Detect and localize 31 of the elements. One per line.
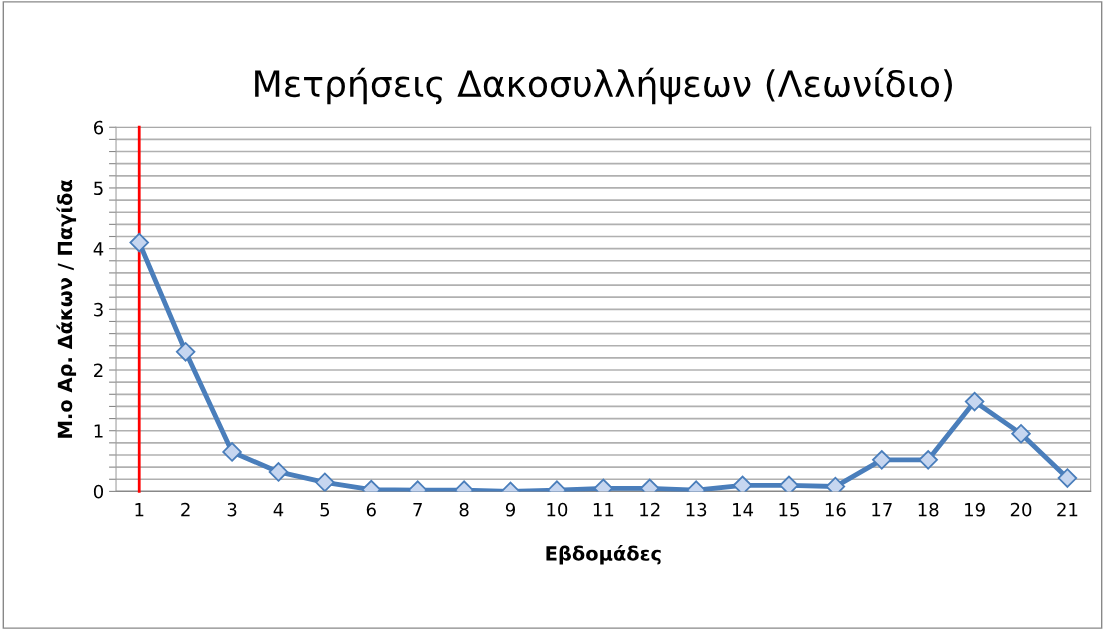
x-tick-label: 21 bbox=[1057, 502, 1078, 517]
x-tick-label: 19 bbox=[965, 502, 985, 517]
x-tick-label: 3 bbox=[227, 502, 237, 517]
x-tick-label: 16 bbox=[825, 502, 846, 517]
x-tick-label: 4 bbox=[273, 503, 284, 517]
y-tick-label: 1 bbox=[94, 424, 103, 438]
y-tick-label: 6 bbox=[93, 120, 104, 135]
x-tick-label: 18 bbox=[918, 502, 939, 517]
x-tick-label: 7 bbox=[413, 503, 422, 517]
x-tick-label: 11 bbox=[593, 503, 614, 517]
x-tick-label: 5 bbox=[320, 503, 330, 517]
x-tick-label: 1 bbox=[135, 503, 144, 517]
x-tick-label: 8 bbox=[459, 502, 469, 517]
x-tick-label: 15 bbox=[779, 503, 799, 517]
x-tick-label: 6 bbox=[366, 502, 376, 517]
y-tick-label: 2 bbox=[94, 363, 103, 377]
x-tick-label: 14 bbox=[733, 503, 754, 517]
x-tick-label: 17 bbox=[872, 503, 892, 517]
x-tick-label: 20 bbox=[1010, 502, 1032, 517]
x-tick-label: 10 bbox=[547, 502, 568, 517]
x-axis-title: Εβδομάδες bbox=[546, 544, 661, 565]
y-tick-label: 0 bbox=[93, 484, 104, 499]
x-tick-label: 13 bbox=[686, 502, 707, 517]
x-tick-label: 9 bbox=[505, 502, 515, 517]
y-tick-label: 3 bbox=[94, 302, 103, 317]
x-tick-label: 2 bbox=[181, 502, 190, 517]
y-axis-title: Μ.ο Αρ. Δάκων / Παγίδα bbox=[56, 180, 77, 438]
y-tick-label: 4 bbox=[93, 242, 104, 256]
y-tick-label: 5 bbox=[94, 181, 103, 196]
x-tick-label: 12 bbox=[640, 502, 660, 517]
chart-title: Μετρήσεις Δακοσυλλήψεων (Λεωνίδιο) bbox=[255, 67, 952, 105]
